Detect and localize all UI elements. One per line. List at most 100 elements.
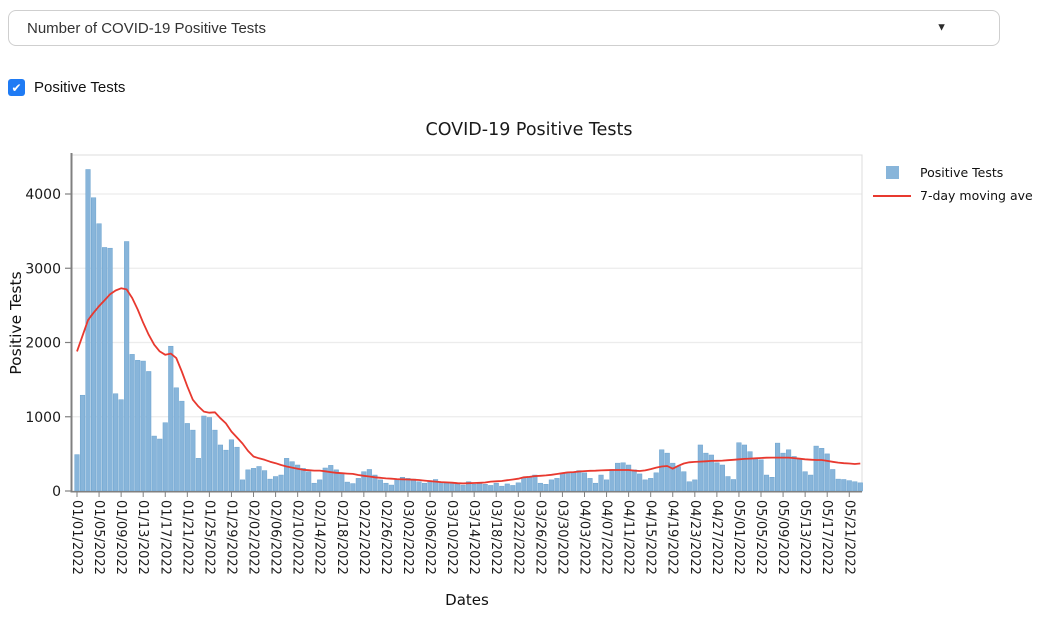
- bar: [587, 478, 593, 492]
- x-tick-label: 03/10/2022: [444, 500, 459, 575]
- bar: [570, 472, 577, 492]
- bar: [444, 482, 450, 492]
- positive-tests-checkbox[interactable]: ✔: [8, 79, 25, 96]
- bar: [421, 482, 428, 492]
- bar: [388, 484, 394, 492]
- x-tick-label: 04/19/2022: [665, 500, 680, 575]
- metric-dropdown[interactable]: Number of COVID-19 Positive Tests ▼: [8, 10, 1000, 46]
- bar: [537, 482, 543, 492]
- bar: [510, 485, 516, 492]
- bar: [102, 247, 108, 492]
- bar: [559, 472, 565, 492]
- bar: [714, 462, 720, 492]
- bar: [730, 479, 736, 492]
- x-tick-label: 01/17/2022: [157, 500, 172, 575]
- bar: [526, 476, 532, 492]
- x-tick-label: 03/02/2022: [400, 500, 415, 575]
- bar: [653, 472, 659, 492]
- bar: [355, 478, 361, 492]
- bar: [195, 458, 201, 492]
- bar: [383, 482, 389, 492]
- bar: [311, 482, 317, 492]
- chevron-down-icon: ▼: [936, 21, 947, 34]
- positive-tests-checkbox-row: ✔ Positive Tests: [8, 79, 125, 96]
- x-tick-label: 01/05/2022: [91, 500, 106, 575]
- bar: [206, 417, 212, 492]
- bar: [846, 480, 852, 492]
- bar: [852, 481, 858, 492]
- x-tick-label: 04/23/2022: [687, 500, 702, 575]
- bar: [289, 461, 295, 492]
- legend: Positive Tests 7-day moving ave: [873, 161, 1033, 207]
- bar: [504, 483, 510, 492]
- bar: [250, 468, 257, 492]
- bar: [692, 479, 698, 492]
- bar: [344, 481, 350, 492]
- bar: [565, 471, 571, 492]
- bar: [234, 446, 240, 492]
- bar: [377, 479, 383, 492]
- x-axis-label: Dates: [445, 591, 489, 609]
- bar: [758, 459, 764, 492]
- bar: [201, 415, 207, 492]
- bar: [79, 394, 86, 492]
- bar: [609, 469, 615, 492]
- x-tick-label: 01/29/2022: [223, 500, 238, 575]
- bar: [262, 470, 268, 492]
- bar: [532, 474, 538, 492]
- bar: [576, 470, 582, 492]
- x-tick-label: 01/01/2022: [69, 500, 84, 575]
- bar: [664, 452, 670, 492]
- bar: [554, 478, 560, 492]
- moving-average-line: [76, 287, 861, 485]
- bar: [328, 465, 334, 492]
- bar: [791, 456, 797, 492]
- bar: [179, 400, 185, 492]
- bar: [719, 464, 725, 492]
- bar: [813, 445, 819, 492]
- bar: [212, 429, 218, 492]
- bar: [515, 482, 521, 492]
- bar: [140, 360, 146, 492]
- bar: [581, 472, 588, 492]
- bar: [162, 422, 168, 492]
- bar: [85, 169, 91, 492]
- x-tick-label: 03/22/2022: [510, 500, 525, 575]
- bar: [548, 479, 554, 492]
- x-tick-label: 02/10/2022: [290, 500, 305, 575]
- bar: [681, 471, 687, 492]
- legend-item-bars: Positive Tests: [873, 161, 1033, 184]
- x-tick-label: 04/07/2022: [599, 500, 614, 575]
- bar: [620, 462, 626, 492]
- x-tick-label: 03/14/2022: [466, 500, 481, 575]
- bar: [455, 483, 461, 492]
- metric-dropdown-value: Number of COVID-19 Positive Tests: [27, 19, 266, 37]
- bar: [394, 479, 400, 492]
- bar: [741, 444, 748, 492]
- bar: [659, 449, 665, 492]
- legend-bar-swatch-icon: [886, 166, 899, 179]
- y-tick-label: 2000: [25, 336, 61, 352]
- bar: [438, 481, 444, 492]
- bar: [482, 484, 488, 492]
- x-tick-label: 05/01/2022: [731, 500, 746, 575]
- x-tick-label: 04/27/2022: [709, 500, 724, 575]
- x-tick-label: 01/21/2022: [179, 500, 194, 575]
- x-tick-label: 03/30/2022: [554, 500, 569, 575]
- bar: [648, 478, 654, 492]
- bar: [819, 448, 825, 492]
- y-tick-label: 0: [52, 484, 61, 500]
- bar: [499, 485, 505, 492]
- bar: [830, 469, 836, 492]
- x-tick-label: 02/02/2022: [246, 500, 261, 575]
- bar: [146, 371, 152, 492]
- bar: [256, 466, 262, 492]
- x-tick-label: 05/17/2022: [819, 500, 834, 575]
- x-tick-label: 03/26/2022: [532, 500, 547, 575]
- x-tick-label: 04/11/2022: [621, 500, 636, 575]
- bar: [786, 449, 792, 492]
- x-tick-label: 02/22/2022: [356, 500, 371, 575]
- bar: [306, 471, 312, 492]
- chart-title: COVID-19 Positive Tests: [425, 120, 633, 140]
